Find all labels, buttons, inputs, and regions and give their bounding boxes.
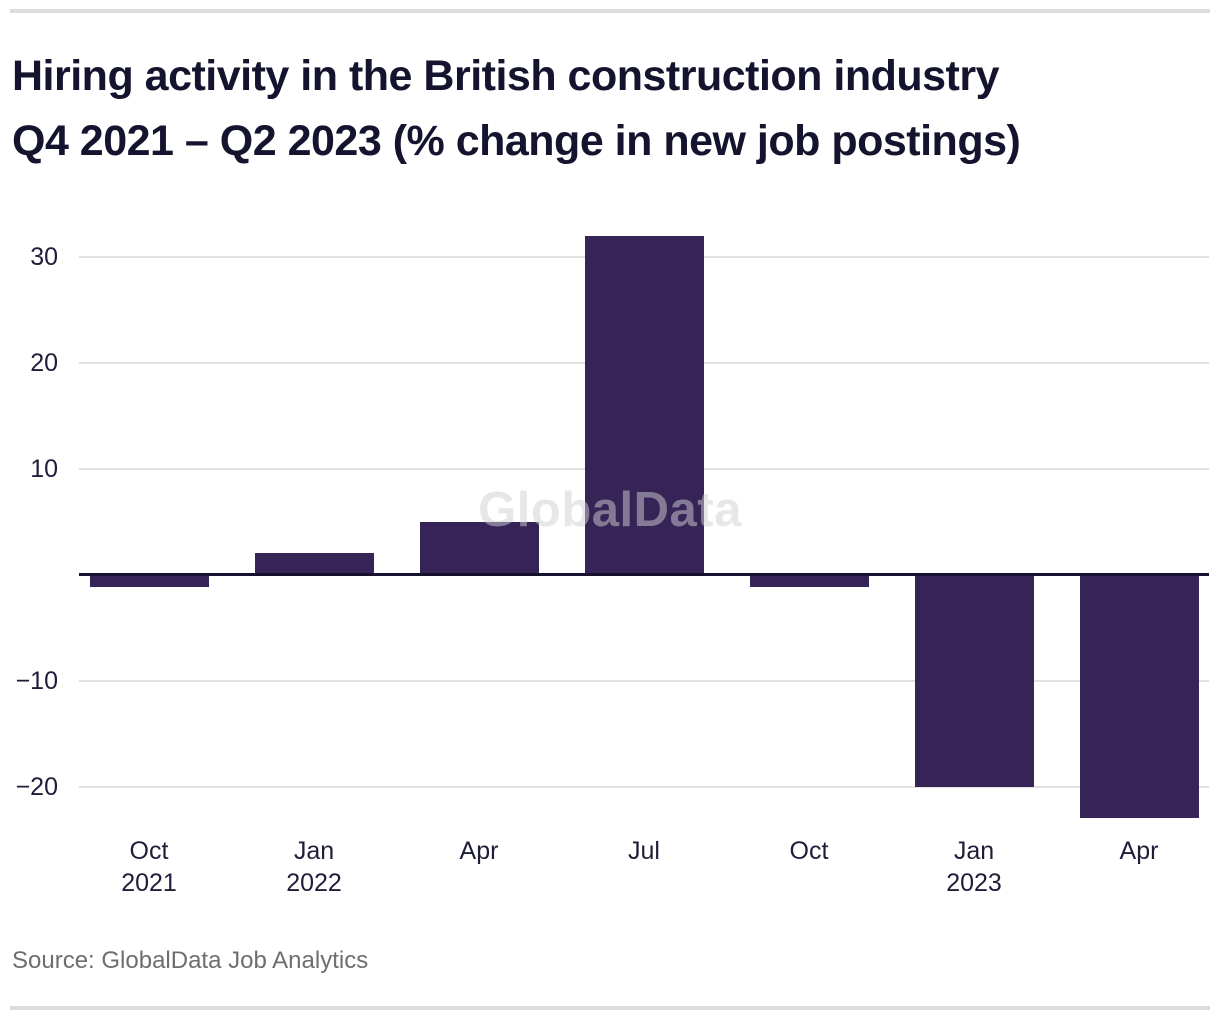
category-label: Apr — [397, 835, 561, 867]
y-tick-label: 10 — [30, 454, 58, 483]
category-month: Jan — [293, 837, 335, 865]
category-month: Jan — [953, 837, 995, 865]
category-year: 2022 — [286, 869, 342, 897]
category-month: Oct — [789, 837, 829, 865]
category-label: Oct 2021 — [67, 835, 231, 899]
plot-area: 30 20 10 −10 −20 Oct 2021 Jan 2022 Apr Jul Oct Jan 20… — [16, 225, 1209, 897]
chart-title-line1: Hiring activity in the British construct… — [12, 52, 1000, 100]
chart-title: Hiring activity in the British construct… — [12, 44, 1202, 174]
bar-jan2022 — [254, 553, 374, 575]
category-month: Oct — [129, 837, 169, 865]
top-divider — [10, 9, 1210, 13]
y-tick-label: −20 — [15, 772, 58, 801]
gridline-y-10 — [79, 679, 1209, 682]
bar-apr — [419, 521, 539, 575]
bar-oct — [749, 574, 869, 588]
category-label: Apr — [1057, 835, 1220, 867]
y-tick-label: −10 — [15, 666, 58, 695]
bar-oct2021 — [89, 574, 209, 588]
category-label: Jan 2023 — [892, 835, 1056, 899]
y-tick-label: 20 — [30, 348, 58, 377]
bar-apr — [1079, 574, 1199, 819]
category-month: Apr — [1119, 837, 1159, 865]
category-month: Jul — [628, 837, 660, 865]
chart-title-line2: Q4 2021 – Q2 2023 (% change in new job p… — [12, 117, 1021, 165]
bar-jan2023 — [914, 574, 1034, 787]
category-label: Jul — [562, 835, 726, 867]
category-year: 2023 — [946, 869, 1002, 897]
category-label: Jan 2022 — [232, 835, 396, 899]
category-label: Oct — [727, 835, 891, 867]
category-month: Apr — [459, 837, 499, 865]
source-caption: Source: GlobalData Job Analytics — [12, 947, 369, 974]
gridline-y-20 — [79, 785, 1209, 788]
zero-axis-line — [79, 573, 1209, 577]
bottom-divider — [10, 1006, 1210, 1010]
y-tick-label: 30 — [30, 242, 58, 271]
category-year: 2021 — [121, 869, 177, 897]
bar-jul — [584, 235, 704, 575]
